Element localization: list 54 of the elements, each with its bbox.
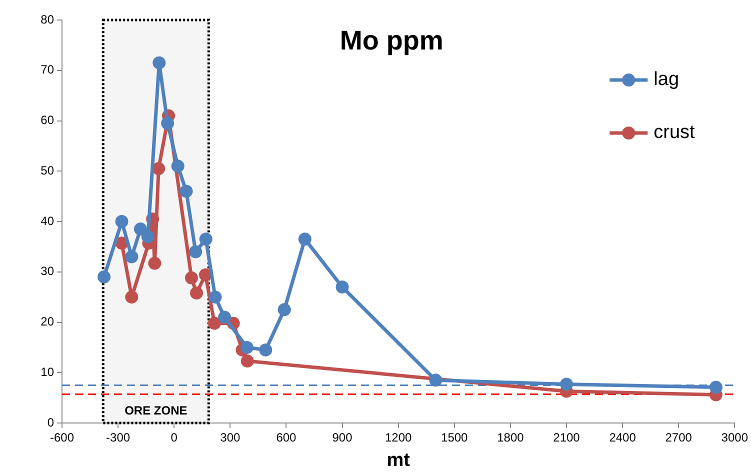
point	[189, 245, 202, 258]
point	[148, 256, 162, 270]
x-tick-label: 2100	[553, 430, 580, 445]
x-axis-title: mt	[386, 450, 411, 471]
x-tick-label: 0	[170, 430, 178, 445]
x-tick-label: 2400	[609, 430, 636, 445]
x-tick-label: -300	[106, 430, 130, 445]
point	[134, 222, 147, 236]
y-tick-label: 30	[40, 264, 54, 278]
point	[218, 310, 232, 324]
point	[125, 250, 138, 264]
legend-label: lag	[654, 69, 680, 90]
point	[115, 215, 128, 228]
point	[298, 232, 312, 246]
point	[125, 290, 138, 304]
point	[98, 270, 111, 284]
x-tick-label: 900	[332, 430, 353, 445]
x-tick-label: 300	[220, 430, 240, 445]
point	[161, 116, 174, 130]
point	[278, 303, 291, 316]
point	[199, 232, 212, 246]
x-tick-label: 1500	[441, 430, 468, 445]
x-tick-label: 2700	[665, 430, 692, 445]
y-tick-label: 60	[40, 113, 54, 128]
point	[141, 230, 154, 244]
x-tick-label: 600	[276, 430, 297, 445]
point	[259, 343, 272, 356]
y-tick-label: 40	[40, 214, 54, 228]
y-tick-label: 20	[40, 314, 54, 329]
point	[190, 286, 204, 300]
legend-label: crust	[654, 122, 696, 144]
point	[429, 374, 442, 387]
y-tick-label: 70	[40, 62, 54, 77]
x-tick-label: 1200	[384, 430, 412, 445]
chart-title: Mo ppm	[340, 25, 444, 56]
y-tick-label: 0	[47, 415, 54, 430]
point	[709, 380, 722, 394]
x-tick-label: 3000	[721, 430, 748, 445]
y-tick-label: 10	[40, 364, 54, 379]
y-tick-label: 50	[40, 163, 54, 178]
point	[180, 184, 193, 198]
point	[152, 56, 166, 70]
point	[240, 354, 254, 368]
x-tick-label: 1800	[497, 430, 524, 445]
y-tick-label: 80	[40, 12, 54, 26]
x-tick-label: -600	[50, 430, 74, 445]
band-label: ORE ZONE	[124, 403, 188, 418]
point	[171, 160, 184, 173]
point	[208, 290, 222, 304]
point	[184, 271, 198, 284]
point	[560, 378, 573, 391]
point	[336, 280, 349, 294]
point	[208, 316, 221, 330]
point	[240, 340, 254, 354]
